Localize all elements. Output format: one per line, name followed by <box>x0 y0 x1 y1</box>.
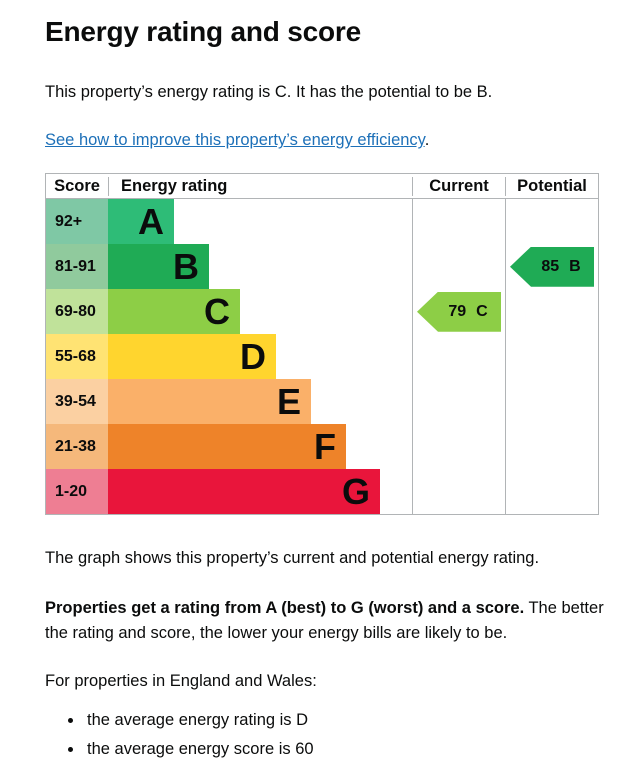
average-stats-list: the average energy rating is D the averag… <box>45 708 597 762</box>
current-rating-arrow-score: 79 <box>448 302 467 320</box>
improve-link-line: See how to improve this property’s energ… <box>45 128 597 153</box>
rating-cell-g: G <box>108 469 412 515</box>
rating-cell-d: D <box>108 334 412 380</box>
score-range-e: 39-54 <box>46 379 108 425</box>
graph-caption: The graph shows this property’s current … <box>45 549 540 568</box>
ratings-explanation: Properties get a rating from A (best) to… <box>45 596 605 646</box>
column-header-energy-rating: Energy rating <box>108 176 412 196</box>
band-bar-g: G <box>108 469 380 515</box>
rating-summary-text: This property’s energy rating is C. It h… <box>45 83 493 102</box>
score-range-d: 55-68 <box>46 334 108 380</box>
potential-rating-arrow-score: 85 <box>541 257 560 275</box>
ratings-explanation-rest: The better the rating and score, the low… <box>45 599 604 643</box>
band-row-g: 1-20 G <box>46 469 598 515</box>
potential-rating-arrow: 85 B <box>510 246 594 287</box>
band-bar-d: D <box>108 334 276 380</box>
rating-cell-c: C <box>108 289 412 335</box>
current-cell-e <box>412 379 505 425</box>
band-bar-a: A <box>108 199 174 245</box>
page-title: Energy rating and score <box>45 16 361 47</box>
chart-header-row: Score Energy rating Current Potential <box>46 174 598 200</box>
band-row-b: 81-91 B 85 B <box>46 244 598 290</box>
rating-cell-a: A <box>108 199 412 245</box>
band-row-a: 92+ A <box>46 199 598 245</box>
column-header-score: Score <box>54 176 100 195</box>
score-range-c: 69-80 <box>46 289 108 335</box>
band-bar-c: C <box>108 289 240 335</box>
potential-cell-d <box>505 334 598 380</box>
rating-cell-e: E <box>108 379 412 425</box>
current-cell-a <box>412 199 505 245</box>
region-heading: For properties in England and Wales: <box>45 672 317 691</box>
rating-cell-b: B <box>108 244 412 290</box>
potential-cell-b: 85 B <box>505 244 598 290</box>
column-header-potential: Potential <box>505 176 598 196</box>
current-cell-b <box>412 244 505 290</box>
band-bar-e: E <box>108 379 311 425</box>
ratings-explanation-bold: Properties get a rating from A (best) to… <box>45 599 525 618</box>
rating-cell-f: F <box>108 424 412 470</box>
potential-rating-arrow-band: B <box>569 257 581 275</box>
band-row-e: 39-54 E <box>46 379 598 425</box>
current-rating-arrow-band: C <box>476 302 488 320</box>
score-range-a: 92+ <box>46 199 108 245</box>
potential-cell-e <box>505 379 598 425</box>
improve-efficiency-link[interactable]: See how to improve this property’s energ… <box>45 131 425 150</box>
column-header-current: Current <box>412 176 505 196</box>
band-bar-f: F <box>108 424 346 470</box>
average-stat-item-0: the average energy rating is D <box>84 708 597 733</box>
current-cell-f <box>412 424 505 470</box>
score-range-f: 21-38 <box>46 424 108 470</box>
improve-link-period: . <box>424 131 430 150</box>
chart-body: 92+ A 81-91 B 85 B 69-80 C 79 C 55-68 D 39-54 E 21-38 F… <box>46 199 598 515</box>
band-bar-b: B <box>108 244 209 290</box>
current-cell-c: 79 C <box>412 289 505 335</box>
potential-cell-g <box>505 469 598 515</box>
potential-cell-a <box>505 199 598 245</box>
current-rating-arrow: 79 C <box>417 291 501 332</box>
band-row-d: 55-68 D <box>46 334 598 380</box>
band-row-f: 21-38 F <box>46 424 598 470</box>
band-row-c: 69-80 C 79 C <box>46 289 598 335</box>
potential-cell-c <box>505 289 598 335</box>
current-cell-d <box>412 334 505 380</box>
average-stat-item-1: the average energy score is 60 <box>84 737 597 762</box>
score-range-b: 81-91 <box>46 244 108 290</box>
energy-rating-chart: Score Energy rating Current Potential 92… <box>45 173 599 516</box>
current-cell-g <box>412 469 505 515</box>
score-range-g: 1-20 <box>46 469 108 515</box>
potential-cell-f <box>505 424 598 470</box>
